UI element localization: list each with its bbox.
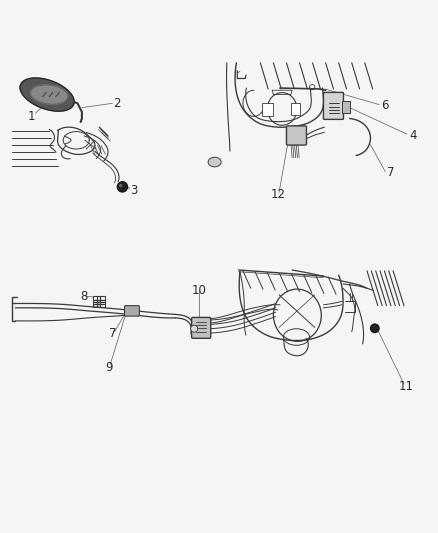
Text: 4: 4 [409,130,417,142]
Ellipse shape [208,157,221,167]
Bar [342,101,350,114]
Bar [93,296,105,308]
Circle shape [191,325,198,332]
Polygon shape [31,85,68,104]
Text: 7: 7 [109,327,116,341]
FancyBboxPatch shape [323,92,343,119]
Text: 2: 2 [113,97,120,110]
Text: 11: 11 [399,379,413,393]
Text: 6: 6 [381,99,388,112]
Text: 10: 10 [192,284,207,297]
Polygon shape [20,78,74,111]
Text: 9: 9 [106,361,113,374]
Circle shape [117,182,127,192]
Text: 1: 1 [27,110,35,123]
FancyBboxPatch shape [286,126,307,145]
Text: 12: 12 [270,188,285,201]
Circle shape [119,184,122,187]
Text: 8: 8 [81,290,88,303]
FancyBboxPatch shape [191,318,211,338]
Circle shape [310,85,315,90]
Text: 3: 3 [131,184,138,197]
Text: 7: 7 [387,166,395,180]
Bar [291,103,300,115]
Circle shape [371,324,379,333]
FancyBboxPatch shape [124,305,139,316]
Bar [261,103,272,116]
